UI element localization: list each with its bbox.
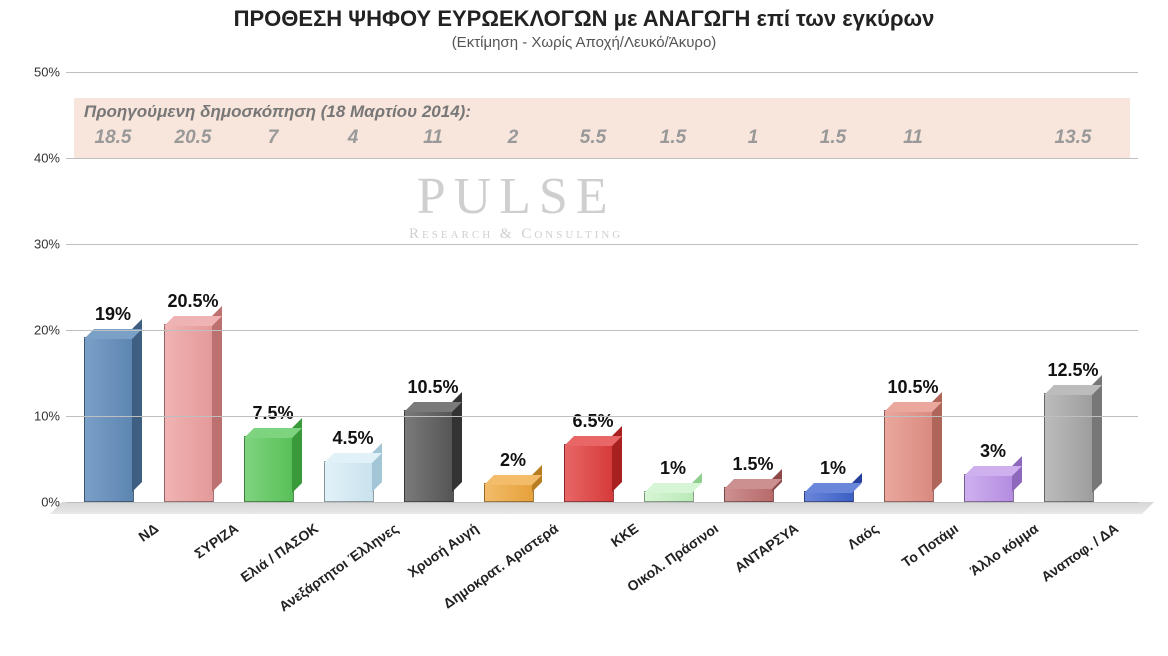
- y-axis-label: 10%: [34, 409, 66, 424]
- gridline: [66, 244, 1138, 245]
- bar-front: [1044, 393, 1094, 503]
- previous-poll-value: 13.5: [1055, 127, 1092, 149]
- bar-front: [324, 461, 374, 502]
- bar-top: [484, 475, 542, 485]
- bar: [244, 428, 302, 503]
- bar-top: [884, 402, 942, 412]
- bar-value-label: 20.5%: [167, 291, 218, 312]
- previous-poll-value: 20.5: [175, 127, 212, 149]
- bar-side: [372, 443, 382, 492]
- x-axis-label: ΣΥΡΙΖΑ: [101, 520, 241, 625]
- bar: [324, 453, 382, 502]
- bar-value-label: 10.5%: [887, 377, 938, 398]
- bar-front: [884, 410, 934, 502]
- gridline: [66, 158, 1138, 159]
- chart-title: ΠΡΟΘΕΣΗ ΨΗΦΟΥ ΕΥΡΩΕΚΛΟΓΩΝ με ΑΝΑΓΩΓΗ επί…: [0, 0, 1168, 32]
- chart-floor: [50, 502, 1154, 514]
- x-axis-label: Ελιά / ΠΑΣΟΚ: [181, 520, 321, 625]
- x-axis-label: Ανεξάρτητοι Έλληνες: [261, 520, 401, 625]
- bar-top: [244, 428, 302, 438]
- bar-value-label: 1.5%: [732, 454, 773, 475]
- bar-front: [564, 444, 614, 502]
- previous-poll-value: 7: [268, 127, 279, 149]
- x-axis-label: Οικολ. Πράσινοι: [581, 520, 721, 625]
- x-axis-label: ΑΝΤΑΡΣΥΑ: [661, 520, 801, 625]
- bar-value-label: 6.5%: [572, 411, 613, 432]
- bar: [484, 475, 542, 502]
- y-axis-label: 50%: [34, 65, 66, 80]
- x-axis-label: Χρυσή Αυγή: [341, 520, 481, 625]
- bar-front: [164, 324, 214, 502]
- bar: [804, 483, 862, 502]
- chart-subtitle: (Εκτίμηση - Χωρίς Αποχή/Λευκό/Άκυρο): [0, 34, 1168, 51]
- x-axis-label: ΚΚΕ: [501, 520, 641, 625]
- bar-front: [484, 483, 534, 502]
- x-axis-label: Λαός: [741, 520, 881, 625]
- previous-poll-value: 11: [423, 127, 443, 149]
- bar-top: [164, 316, 222, 326]
- y-axis-label: 0%: [41, 495, 66, 510]
- previous-poll-value: 18.5: [95, 127, 132, 149]
- gridline: [66, 416, 1138, 417]
- bar-value-label: 7.5%: [252, 403, 293, 424]
- plot-area: PULSE Research & Consulting Προηγούμενη …: [66, 72, 1138, 502]
- previous-poll-value: 4: [348, 127, 359, 149]
- bar: [164, 316, 222, 502]
- previous-poll-value: 1: [748, 127, 759, 149]
- bar-side: [132, 319, 142, 492]
- bar-value-label: 2%: [500, 450, 526, 471]
- bar-front: [964, 474, 1014, 502]
- bar: [964, 466, 1022, 502]
- x-axis-label: Αναποφ. / ΔΑ: [981, 520, 1121, 625]
- bar-top: [724, 479, 782, 489]
- bar-side: [212, 306, 222, 492]
- bar: [564, 436, 622, 502]
- bar: [1044, 385, 1102, 503]
- bar-value-label: 3%: [980, 441, 1006, 462]
- bar-front: [404, 410, 454, 502]
- bar-front: [724, 487, 774, 502]
- y-axis-label: 20%: [34, 323, 66, 338]
- gridline: [66, 72, 1138, 73]
- previous-poll-value: 5.5: [580, 127, 606, 149]
- bar-value-label: 19%: [95, 304, 131, 325]
- previous-poll-value: 11: [903, 127, 923, 149]
- chart-container: ΠΡΟΘΕΣΗ ΨΗΦΟΥ ΕΥΡΩΕΚΛΟΓΩΝ με ΑΝΑΓΩΓΗ επί…: [0, 0, 1168, 656]
- previous-poll-value: 1.5: [820, 127, 846, 149]
- bar-top: [1044, 385, 1102, 395]
- bar-value-label: 1%: [820, 458, 846, 479]
- y-axis-label: 40%: [34, 151, 66, 166]
- bar-top: [404, 402, 462, 412]
- bar: [644, 483, 702, 502]
- bar-value-label: 10.5%: [407, 377, 458, 398]
- bar-front: [244, 436, 294, 503]
- x-axis-label: Το Ποτάμι: [821, 520, 961, 625]
- bar: [724, 479, 782, 502]
- previous-poll-value: 1.5: [660, 127, 686, 149]
- x-axis-label: Δημοκρατ. Αριστερά: [421, 520, 561, 625]
- bar-value-label: 12.5%: [1047, 360, 1098, 381]
- previous-poll-value: 2: [508, 127, 519, 149]
- bar-top: [564, 436, 622, 446]
- gridline: [66, 502, 1138, 503]
- x-axis-label: ΝΔ: [21, 520, 161, 625]
- bar-value-label: 1%: [660, 458, 686, 479]
- bar-value-label: 4.5%: [332, 428, 373, 449]
- x-axis-label: Άλλο κόμμα: [901, 520, 1041, 625]
- y-axis-label: 30%: [34, 237, 66, 252]
- gridline: [66, 330, 1138, 331]
- bar-front: [84, 337, 134, 502]
